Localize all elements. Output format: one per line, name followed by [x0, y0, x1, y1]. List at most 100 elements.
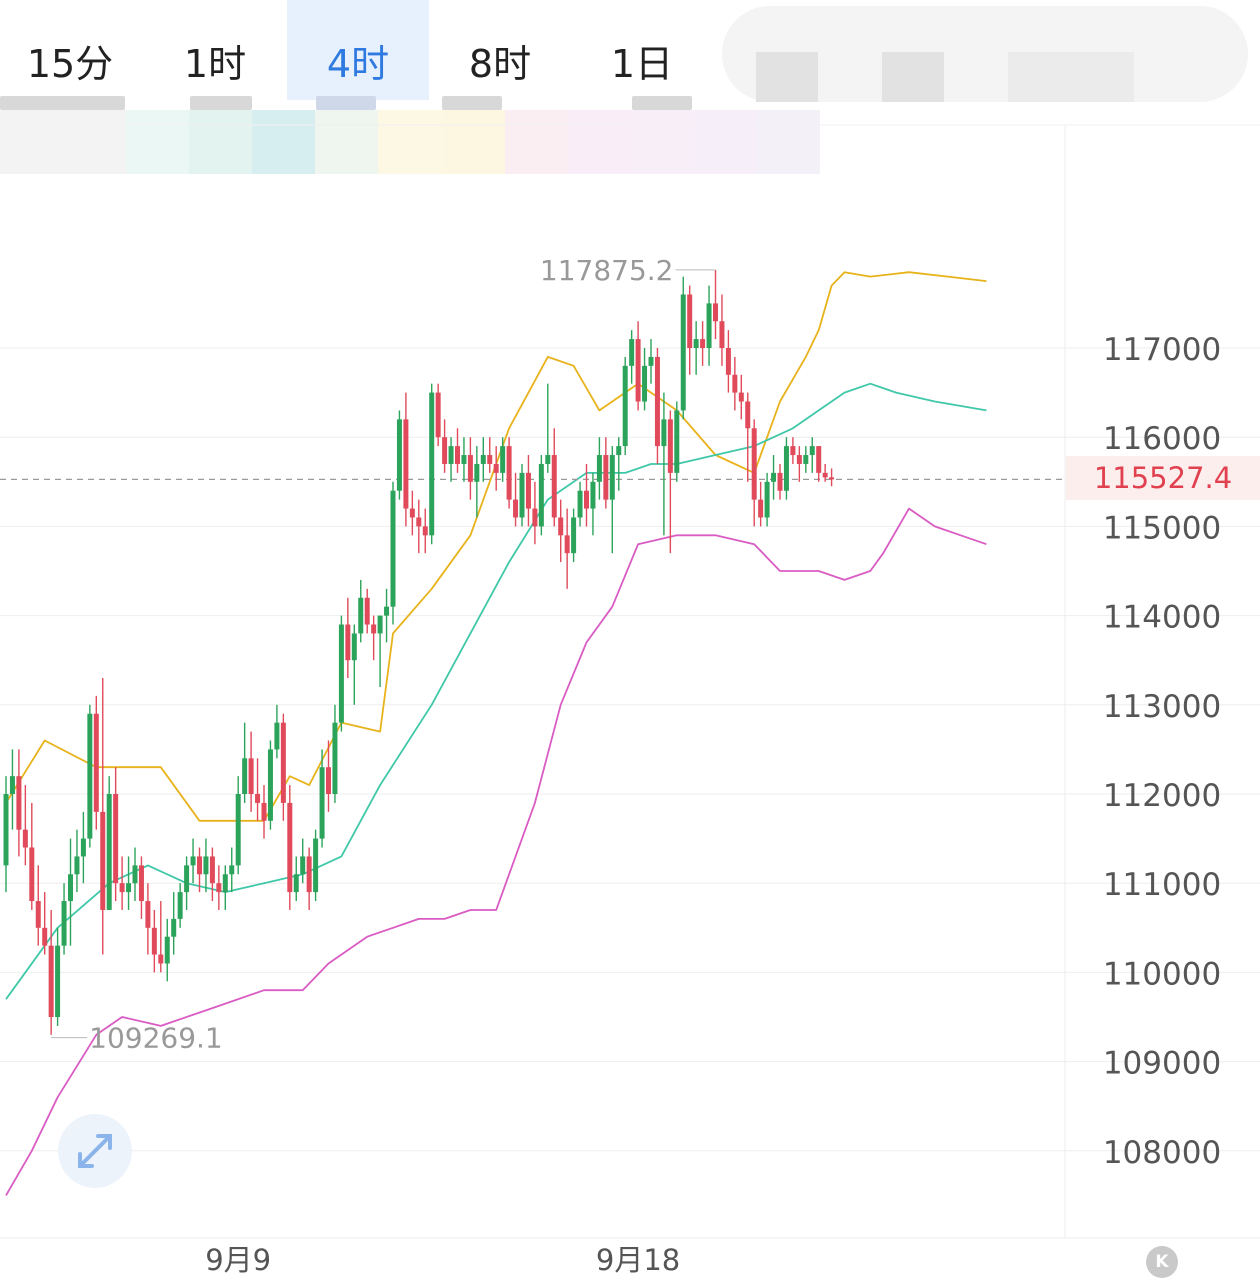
candle-body: [725, 348, 731, 375]
candle-body: [513, 499, 519, 518]
y-tick-label: 115000: [1103, 510, 1221, 546]
candle-body: [293, 874, 299, 893]
candle-body: [661, 419, 667, 447]
y-tick-label: 111000: [1103, 867, 1221, 903]
candle-body: [674, 410, 680, 473]
candle-body: [558, 517, 564, 536]
candle-body: [164, 936, 170, 964]
candle-body: [3, 794, 9, 866]
candle-body: [235, 794, 241, 866]
candle-body: [326, 767, 331, 794]
blurred-toolbar: [722, 6, 1248, 102]
candle-body: [571, 517, 577, 554]
candle-body: [622, 365, 628, 447]
tab-8h[interactable]: 8时: [468, 42, 532, 86]
candle-body: [422, 526, 428, 536]
candle-body: [551, 455, 557, 518]
candle-body: [190, 856, 196, 866]
high-marker-label: 117875.2: [540, 254, 674, 287]
candle-body: [300, 856, 306, 875]
candle-body: [9, 776, 15, 794]
candle-body: [732, 374, 738, 393]
candle-body: [442, 437, 448, 464]
candle-body: [790, 446, 796, 456]
candle-body: [403, 419, 409, 509]
y-tick-label: 117000: [1103, 332, 1221, 368]
candle-body: [351, 633, 357, 661]
x-tick-label: 9月9: [205, 1243, 271, 1277]
candle-body: [435, 392, 441, 438]
y-tick-label: 113000: [1103, 689, 1221, 725]
tab-underline: [316, 96, 376, 110]
candle-body: [480, 455, 486, 464]
y-tick-label: 116000: [1103, 421, 1221, 457]
candle-body: [700, 339, 706, 348]
candle-body: [777, 472, 783, 491]
candle-body: [500, 446, 506, 473]
candle-body: [796, 455, 802, 464]
candle-body: [87, 713, 93, 839]
candle-body: [506, 446, 512, 500]
low-marker-label: 109269.1: [89, 1022, 223, 1055]
candle-body: [577, 490, 583, 518]
candle-body: [829, 477, 835, 480]
candle-body: [654, 356, 660, 447]
candle-body: [55, 945, 61, 1017]
blurred-indicator-strip: [0, 110, 821, 174]
candle-body: [616, 446, 622, 456]
candle-body: [22, 829, 28, 848]
candle-body: [145, 901, 151, 928]
y-tick-label: 110000: [1103, 956, 1221, 992]
current-price-tag: 115527.4: [1066, 456, 1260, 500]
tab-4h[interactable]: 4时: [287, 0, 429, 100]
candle-body: [68, 874, 73, 902]
candle-body: [197, 856, 202, 875]
tab-1h[interactable]: 1时: [183, 42, 247, 86]
candle-body: [706, 303, 712, 348]
candle-body: [396, 419, 402, 491]
candle-body: [113, 794, 119, 884]
candle-body: [377, 615, 383, 634]
candle-body: [287, 802, 293, 893]
candle-body: [132, 865, 138, 884]
candle-body: [461, 455, 467, 464]
candle-body: [61, 901, 67, 946]
candle-body: [126, 883, 132, 893]
candle-body: [783, 446, 789, 491]
candle-body: [642, 365, 648, 402]
candle-body: [771, 472, 777, 482]
candle-body: [525, 472, 531, 509]
tab-underline: [190, 96, 252, 110]
candle-body: [171, 918, 177, 937]
candle-body: [635, 339, 641, 402]
candle-body: [751, 428, 757, 500]
candle-body: [764, 481, 770, 518]
candle-body: [596, 455, 602, 482]
candle-body: [306, 856, 312, 893]
candle-body: [474, 463, 480, 482]
candle-body: [242, 758, 248, 794]
tab-1d[interactable]: 1日: [610, 42, 674, 86]
candle-body: [467, 455, 473, 482]
candle-body: [216, 883, 222, 893]
candle-body: [229, 865, 235, 875]
bollinger-upper-line: [5, 271, 987, 822]
candle-body: [151, 927, 157, 955]
candle-body: [532, 508, 538, 527]
tab-15min[interactable]: 15分: [26, 42, 114, 86]
candle-body: [758, 499, 764, 518]
expand-arrows-icon: [78, 1134, 112, 1168]
candle-body: [255, 794, 261, 803]
tab-underline: [632, 96, 692, 110]
candle-body: [35, 901, 41, 928]
candle-body: [809, 446, 815, 456]
expand-button[interactable]: [58, 1114, 132, 1188]
k-circle-icon[interactable]: K: [1146, 1246, 1178, 1278]
y-tick-label: 109000: [1103, 1046, 1221, 1082]
candle-body: [358, 597, 364, 634]
candle-body: [448, 446, 454, 464]
candle-body: [261, 802, 267, 821]
candle-body: [274, 722, 280, 750]
candle-body: [713, 303, 718, 322]
candle-body: [609, 455, 615, 500]
